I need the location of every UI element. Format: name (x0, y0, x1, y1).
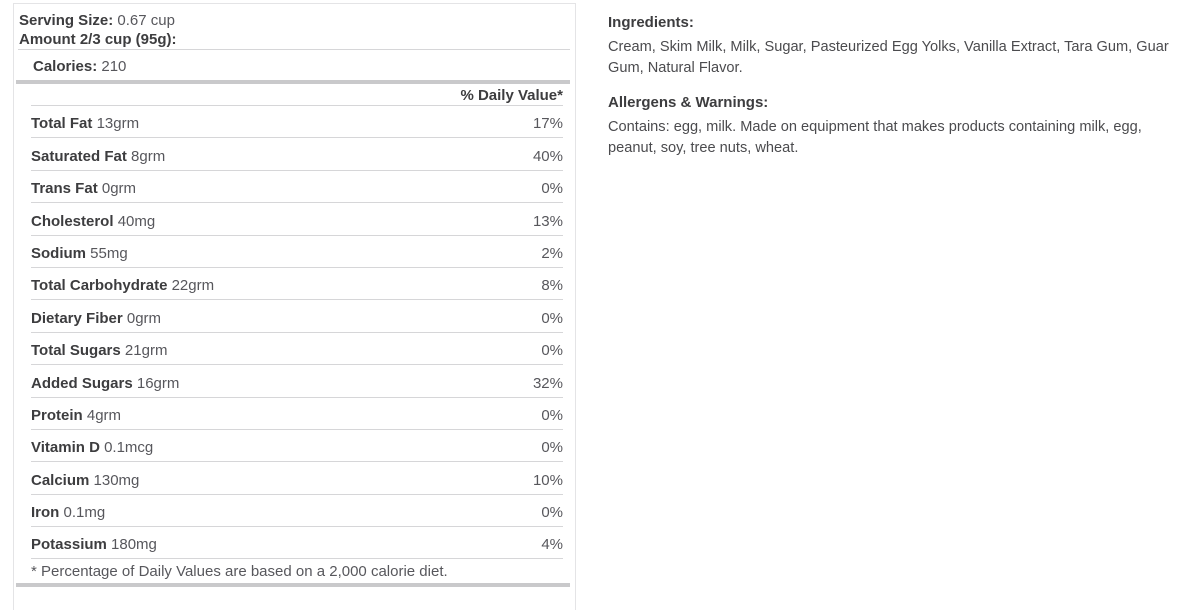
nutrient-daily-value: 0% (541, 439, 563, 457)
nutrient-label: Added Sugars 16grm (31, 374, 180, 392)
calories-label: Calories: (33, 58, 98, 75)
nutrient-row: Total Fat 13grm 17% (31, 106, 563, 139)
amount-line: Amount 2/3 cup (95g): (19, 31, 177, 48)
calories-value: 210 (101, 58, 127, 75)
daily-value-footnote: * Percentage of Daily Values are based o… (31, 562, 448, 580)
serving-size-line: Serving Size: 0.67 cup (19, 11, 569, 30)
nutrient-row: Total Sugars 21grm 0% (31, 333, 563, 366)
nutrient-row: Sodium 55mg 2% (31, 236, 563, 268)
nutrient-row: Cholesterol 40mg 13% (31, 203, 563, 236)
nutrient-label: Vitamin D 0.1mcg (31, 439, 154, 457)
nutrient-daily-value: 10% (532, 471, 563, 489)
nutrient-row: Trans Fat 0grm 0% (31, 171, 563, 204)
calories-row: Calories: 210 (14, 50, 575, 80)
nutrient-label: Potassium 180mg (31, 536, 157, 554)
nutrient-daily-value: 2% (541, 244, 563, 262)
nutrient-daily-value: 0% (541, 504, 563, 522)
nutrient-daily-value: 40% (532, 147, 563, 165)
thick-bottom-divider (16, 582, 570, 587)
nutrient-label: Dietary Fiber 0grm (31, 309, 162, 327)
nutrition-facts-panel: Serving Size: 0.67 cup Amount 2/3 cup (9… (13, 3, 576, 610)
nutrient-label: Iron 0.1mg (31, 504, 106, 522)
divider (31, 105, 563, 106)
allergens-text: Contains: egg, milk. Made on equipment t… (608, 119, 1142, 156)
thick-divider (16, 80, 570, 84)
nutrient-label: Sodium 55mg (31, 244, 128, 262)
nutrient-daily-value: 8% (541, 277, 563, 295)
nutrient-daily-value: 17% (532, 115, 563, 133)
nutrient-daily-value: 0% (541, 342, 563, 360)
ingredients-heading: Ingredients: (608, 14, 694, 31)
nutrient-label: Saturated Fat 8grm (31, 147, 166, 165)
product-info-column: Ingredients: Cream, Skim Milk, Milk, Sug… (608, 4, 1180, 159)
nutrient-label: Total Fat 13grm (31, 115, 140, 133)
nutrient-row: Added Sugars 16grm 32% (31, 365, 563, 398)
nutrient-rows: Total Fat 13grm 17% Saturated Fat 8grm 4… (14, 106, 575, 560)
daily-value-header: % Daily Value* (460, 87, 563, 104)
allergens-heading: Allergens & Warnings: (608, 94, 769, 111)
nutrient-row: Potassium 180mg 4% (31, 527, 563, 560)
nutrient-row: Protein 4grm 0% (31, 398, 563, 430)
nutrient-row: Calcium 130mg 10% (31, 462, 563, 495)
serving-size-value: 0.67 cup (117, 12, 175, 29)
nutrient-row: Saturated Fat 8grm 40% (31, 138, 563, 171)
serving-block: Serving Size: 0.67 cup Amount 2/3 cup (9… (14, 4, 575, 49)
ingredients-text: Cream, Skim Milk, Milk, Sugar, Pasteuriz… (608, 39, 1169, 76)
nutrient-daily-value: 13% (532, 212, 563, 230)
divider (18, 49, 570, 50)
nutrient-row: Total Carbohydrate 22grm 8% (31, 268, 563, 301)
nutrient-daily-value: 0% (541, 180, 563, 198)
nutrient-daily-value: 32% (532, 374, 563, 392)
nutrient-row: Iron 0.1mg 0% (31, 495, 563, 528)
nutrient-label: Cholesterol 40mg (31, 212, 156, 230)
nutrient-daily-value: 4% (541, 536, 563, 554)
nutrient-label: Trans Fat 0grm (31, 180, 137, 198)
nutrient-row: Dietary Fiber 0grm 0% (31, 300, 563, 333)
nutrient-daily-value: 0% (541, 406, 563, 424)
nutrient-row: Vitamin D 0.1mcg 0% (31, 430, 563, 463)
nutrient-label: Protein 4grm (31, 406, 122, 424)
nutrient-daily-value: 0% (541, 309, 563, 327)
serving-size-label: Serving Size: (19, 12, 114, 29)
nutrient-label: Total Carbohydrate 22grm (31, 277, 215, 295)
nutrient-label: Calcium 130mg (31, 471, 140, 489)
nutrient-label: Total Sugars 21grm (31, 342, 168, 360)
